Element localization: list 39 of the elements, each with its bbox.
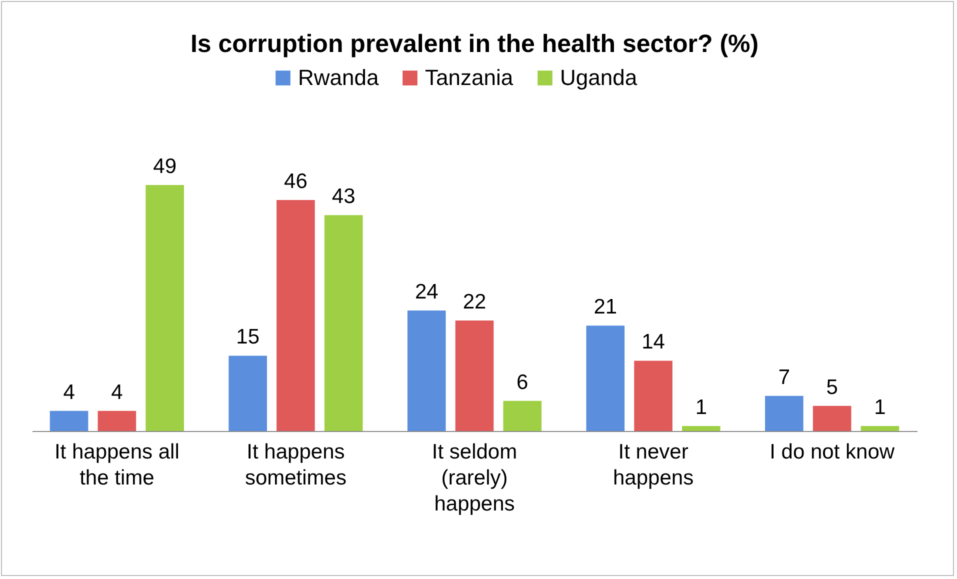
bar bbox=[812, 406, 852, 431]
data-label: 14 bbox=[642, 330, 666, 354]
data-label: 1 bbox=[874, 396, 886, 419]
data-label: 46 bbox=[284, 170, 308, 194]
x-tick-label: It seldom (rarely) happens bbox=[432, 440, 518, 516]
bar bbox=[634, 360, 672, 431]
bar bbox=[586, 326, 625, 431]
bar bbox=[407, 310, 446, 431]
x-tick-label: It happens sometimes bbox=[244, 440, 346, 490]
data-label: 7 bbox=[778, 366, 790, 389]
x-tick-label: I do not know bbox=[770, 440, 896, 464]
data-label: 6 bbox=[516, 370, 528, 394]
data-label: 15 bbox=[236, 326, 260, 349]
data-label: 4 bbox=[63, 380, 76, 404]
bar bbox=[98, 410, 136, 431]
data-label: 24 bbox=[414, 280, 439, 304]
bar bbox=[228, 356, 267, 431]
bar bbox=[146, 185, 184, 431]
x-tick-label: It happens all the time bbox=[54, 440, 180, 490]
data-label: 21 bbox=[594, 296, 618, 319]
bar bbox=[276, 200, 315, 431]
chart-title: Is corruption prevalent in the health sector? (%) bbox=[190, 30, 759, 58]
data-label: 1 bbox=[695, 396, 708, 419]
bar bbox=[860, 426, 900, 431]
data-label: 4 bbox=[111, 380, 124, 404]
data-label: 5 bbox=[826, 376, 838, 399]
data-label: 43 bbox=[332, 185, 356, 208]
bar bbox=[50, 410, 88, 431]
bar bbox=[503, 400, 542, 431]
legend-label: Rwanda bbox=[298, 65, 380, 90]
legend-label: Uganda bbox=[560, 65, 638, 90]
x-tick-label: It never happens bbox=[613, 440, 694, 490]
bar bbox=[455, 320, 494, 431]
bar bbox=[765, 396, 804, 431]
bar bbox=[682, 426, 720, 431]
legend-label: Tanzania bbox=[425, 65, 514, 90]
bar bbox=[324, 215, 363, 431]
data-label: 49 bbox=[153, 155, 176, 178]
data-label: 22 bbox=[462, 290, 486, 314]
